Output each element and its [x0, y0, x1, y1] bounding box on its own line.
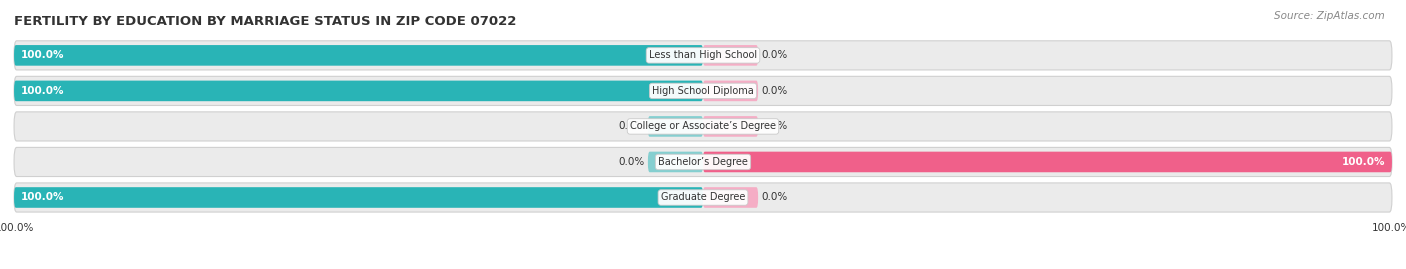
Text: High School Diploma: High School Diploma — [652, 86, 754, 96]
Text: Bachelor’s Degree: Bachelor’s Degree — [658, 157, 748, 167]
Text: 100.0%: 100.0% — [1341, 157, 1385, 167]
FancyBboxPatch shape — [703, 116, 758, 137]
FancyBboxPatch shape — [14, 41, 1392, 70]
FancyBboxPatch shape — [14, 112, 1392, 141]
FancyBboxPatch shape — [648, 116, 703, 137]
Text: 100.0%: 100.0% — [21, 193, 65, 203]
FancyBboxPatch shape — [703, 81, 758, 101]
FancyBboxPatch shape — [14, 183, 1392, 212]
Text: 0.0%: 0.0% — [762, 86, 787, 96]
Legend: Married, Unmarried: Married, Unmarried — [630, 267, 776, 269]
Text: 0.0%: 0.0% — [619, 157, 644, 167]
Text: Less than High School: Less than High School — [650, 50, 756, 60]
FancyBboxPatch shape — [14, 45, 703, 66]
FancyBboxPatch shape — [14, 187, 703, 208]
FancyBboxPatch shape — [703, 45, 758, 66]
FancyBboxPatch shape — [14, 147, 1392, 176]
FancyBboxPatch shape — [703, 187, 758, 208]
Text: 100.0%: 100.0% — [21, 50, 65, 60]
Text: 100.0%: 100.0% — [21, 86, 65, 96]
Text: 0.0%: 0.0% — [762, 121, 787, 132]
Text: Graduate Degree: Graduate Degree — [661, 193, 745, 203]
FancyBboxPatch shape — [14, 81, 703, 101]
Text: College or Associate’s Degree: College or Associate’s Degree — [630, 121, 776, 132]
FancyBboxPatch shape — [14, 76, 1392, 105]
Text: Source: ZipAtlas.com: Source: ZipAtlas.com — [1274, 11, 1385, 21]
FancyBboxPatch shape — [703, 152, 1392, 172]
Text: 0.0%: 0.0% — [762, 193, 787, 203]
FancyBboxPatch shape — [648, 152, 703, 172]
Text: 0.0%: 0.0% — [619, 121, 644, 132]
Text: FERTILITY BY EDUCATION BY MARRIAGE STATUS IN ZIP CODE 07022: FERTILITY BY EDUCATION BY MARRIAGE STATU… — [14, 15, 516, 28]
Text: 0.0%: 0.0% — [762, 50, 787, 60]
